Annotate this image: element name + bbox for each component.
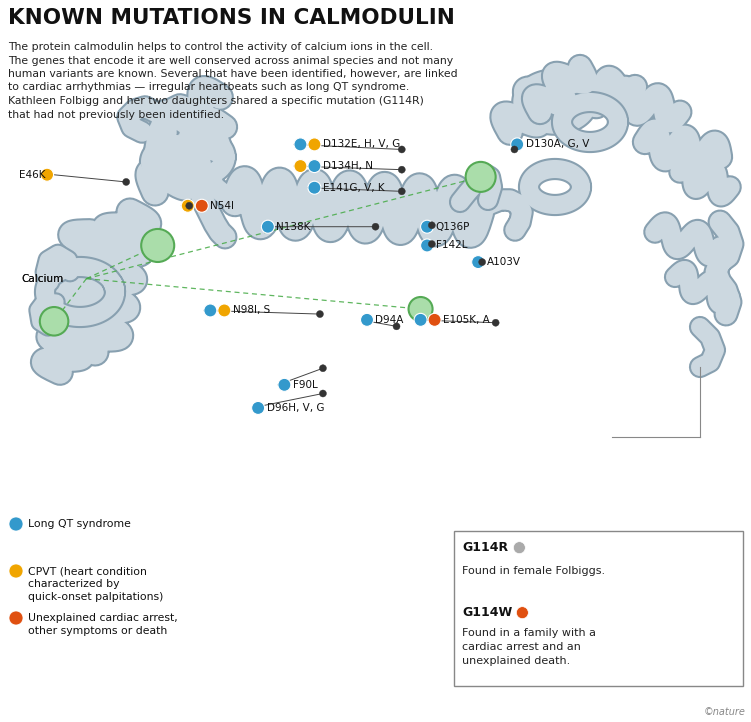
- Circle shape: [360, 313, 373, 326]
- Text: E46K: E46K: [19, 170, 45, 180]
- Circle shape: [466, 162, 496, 192]
- Text: quick-onset palpitations): quick-onset palpitations): [28, 592, 164, 602]
- Circle shape: [9, 517, 23, 531]
- Text: cardiac arrest and an: cardiac arrest and an: [463, 642, 581, 652]
- Circle shape: [372, 223, 379, 230]
- Text: other symptoms or death: other symptoms or death: [28, 626, 167, 636]
- Text: Calcium: Calcium: [21, 274, 63, 284]
- Text: human variants are known. Several that have been identified, however, are linked: human variants are known. Several that h…: [8, 69, 457, 79]
- Circle shape: [398, 188, 406, 195]
- Text: D96H, V, G: D96H, V, G: [267, 403, 324, 413]
- Text: ©nature: ©nature: [704, 707, 746, 717]
- Circle shape: [181, 199, 195, 212]
- Circle shape: [393, 323, 400, 330]
- Circle shape: [316, 310, 324, 318]
- Text: KNOWN MUTATIONS IN CALMODULIN: KNOWN MUTATIONS IN CALMODULIN: [8, 8, 455, 28]
- Text: E105K, A: E105K, A: [443, 315, 490, 325]
- Circle shape: [511, 138, 523, 151]
- Circle shape: [41, 168, 53, 181]
- Circle shape: [492, 319, 499, 326]
- Circle shape: [414, 313, 427, 326]
- Circle shape: [9, 611, 23, 625]
- Text: The protein calmodulin helps to control the activity of calcium ions in the cell: The protein calmodulin helps to control …: [8, 42, 433, 52]
- Text: N98I, S: N98I, S: [233, 305, 270, 316]
- Circle shape: [218, 304, 231, 317]
- Text: F142L: F142L: [436, 240, 467, 251]
- Text: E141G, V, K: E141G, V, K: [323, 183, 385, 193]
- Circle shape: [308, 181, 321, 194]
- Text: Found in female Folbiggs.: Found in female Folbiggs.: [463, 565, 605, 575]
- Circle shape: [261, 220, 274, 233]
- Circle shape: [141, 229, 174, 262]
- Text: G114W: G114W: [463, 606, 513, 619]
- Circle shape: [294, 138, 307, 151]
- Text: D130A, G, V: D130A, G, V: [526, 139, 589, 149]
- Text: that had not previously been identified.: that had not previously been identified.: [8, 110, 224, 120]
- Circle shape: [421, 239, 433, 252]
- Circle shape: [428, 313, 441, 326]
- Circle shape: [308, 160, 321, 173]
- Text: to cardiac arrhythmias — irregular heartbeats such as long QT syndrome.: to cardiac arrhythmias — irregular heart…: [8, 82, 409, 92]
- Circle shape: [195, 199, 208, 212]
- Circle shape: [122, 178, 130, 186]
- Text: D132E, H, V, G: D132E, H, V, G: [323, 139, 400, 149]
- Circle shape: [514, 542, 526, 554]
- Circle shape: [278, 378, 291, 391]
- Circle shape: [319, 390, 327, 397]
- Circle shape: [478, 258, 486, 266]
- Circle shape: [428, 222, 436, 229]
- Text: N54I: N54I: [210, 201, 234, 211]
- Circle shape: [40, 307, 68, 336]
- Circle shape: [185, 202, 193, 209]
- Text: Long QT syndrome: Long QT syndrome: [28, 519, 131, 529]
- Text: F90L: F90L: [293, 380, 318, 390]
- Circle shape: [511, 146, 518, 153]
- Text: A103V: A103V: [487, 257, 520, 267]
- Circle shape: [428, 240, 436, 248]
- Circle shape: [472, 256, 484, 269]
- Circle shape: [308, 138, 321, 151]
- Circle shape: [421, 220, 433, 233]
- Circle shape: [398, 166, 406, 173]
- Text: The genes that encode it are well conserved across animal species and not many: The genes that encode it are well conser…: [8, 56, 453, 66]
- Text: D134H, N: D134H, N: [323, 161, 373, 171]
- Circle shape: [252, 401, 264, 414]
- Circle shape: [409, 297, 433, 321]
- Text: G114R: G114R: [463, 541, 508, 554]
- Text: CPVT (heart condition: CPVT (heart condition: [28, 566, 147, 576]
- FancyBboxPatch shape: [454, 531, 743, 686]
- Text: N138K: N138K: [276, 222, 311, 232]
- Circle shape: [9, 564, 23, 578]
- Circle shape: [294, 160, 307, 173]
- Circle shape: [517, 606, 529, 619]
- Circle shape: [398, 146, 406, 153]
- Text: Unexplained cardiac arrest,: Unexplained cardiac arrest,: [28, 613, 178, 623]
- Text: D94A: D94A: [376, 315, 404, 325]
- Text: Found in a family with a: Found in a family with a: [463, 627, 596, 638]
- Text: characterized by: characterized by: [28, 579, 119, 589]
- Text: Kathleen Folbigg and her two daughters shared a specific mutation (G114R): Kathleen Folbigg and her two daughters s…: [8, 96, 424, 106]
- Circle shape: [319, 365, 327, 372]
- Text: Q136P: Q136P: [436, 222, 470, 232]
- Text: Calcium: Calcium: [21, 274, 63, 284]
- Circle shape: [204, 304, 217, 317]
- Text: unexplained death.: unexplained death.: [463, 656, 571, 666]
